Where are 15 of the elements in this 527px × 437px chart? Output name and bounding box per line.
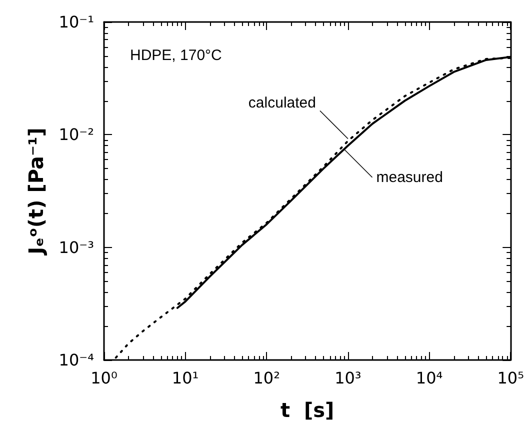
x-tick-label: 10⁵ (497, 368, 524, 388)
y-axis-title: Jₑᵒ(t) [Pa⁻¹] (24, 128, 48, 256)
y-tick-label: 10⁻⁴ (58, 350, 94, 370)
x-tick-label: 10³ (334, 368, 362, 388)
y-tick-label: 10⁻² (58, 125, 94, 144)
x-tick-label: 10¹ (172, 368, 199, 388)
y-tick-label: 10⁻¹ (58, 12, 94, 32)
x-tick-label: 10⁰ (90, 368, 118, 388)
annotation: measured (376, 168, 443, 186)
y-tick-label: 10⁻³ (58, 238, 94, 257)
x-tick-label: 10² (253, 368, 280, 388)
x-axis-title: t [s] (280, 398, 334, 422)
annotation: calculated (248, 94, 316, 112)
annotation: HDPE, 170°C (130, 47, 222, 64)
x-tick-label: 10⁴ (416, 368, 443, 388)
